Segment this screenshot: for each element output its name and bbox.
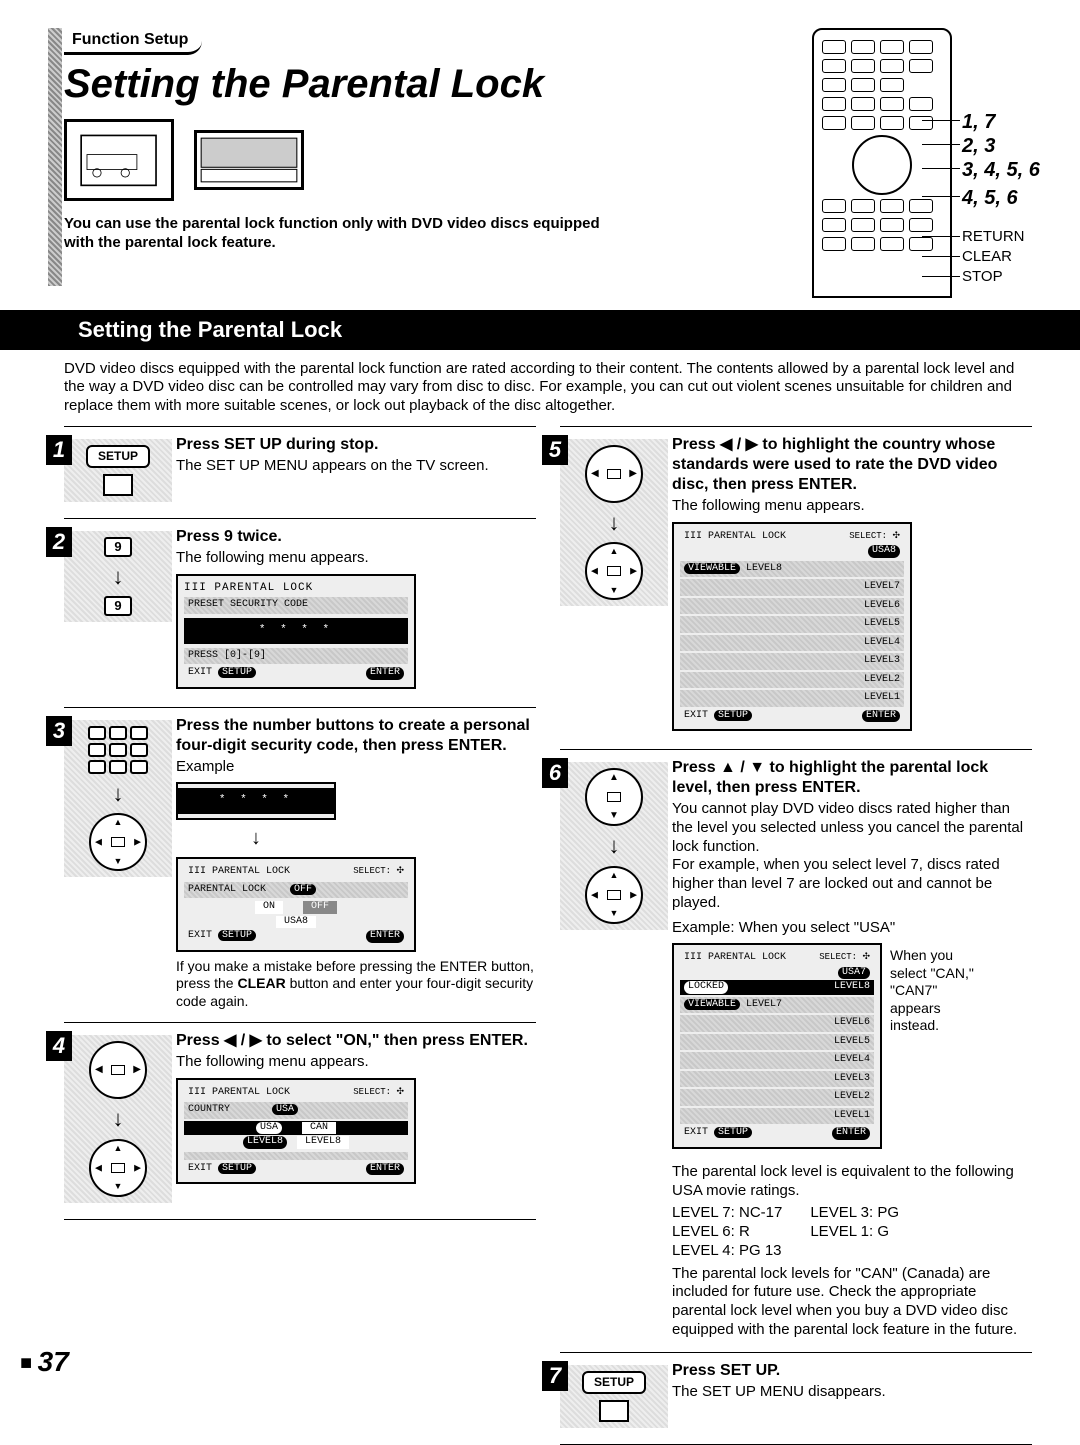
step-num: 4 — [46, 1031, 72, 1061]
step-title: Press ▲ / ▼ to highlight the parental lo… — [672, 758, 1032, 798]
dpad-ud-icon: ▲ ▼ — [585, 768, 643, 826]
callout-clear: CLEAR — [962, 248, 1012, 267]
step-num: 2 — [46, 527, 72, 557]
arrow-down-icon: ↓ — [609, 832, 620, 860]
arrow-down-icon: ↓ — [113, 563, 124, 591]
step-text: The following menu appears. — [176, 549, 536, 568]
intro-text: You can use the parental lock function o… — [64, 215, 624, 253]
dpad-icon: ▲ ▼ ◀ ▶ — [585, 542, 643, 600]
callout-4: 4, 5, 6 — [962, 186, 1018, 211]
step-num: 1 — [46, 435, 72, 465]
dpad-lr-icon: ◀ ▶ — [585, 445, 643, 503]
dpad-lr-icon: ◀ ▶ — [89, 1041, 147, 1099]
step-6: 6 ▲ ▼ ↓ ▲ ▼ ◀ ▶ — [560, 749, 1032, 1352]
band-title: Setting the Parental Lock — [0, 310, 1080, 350]
nine-button-icon: 9 — [104, 596, 132, 616]
example-label: Example — [176, 758, 536, 777]
menu-screen: III PARENTAL LOCK PRESET SECURITY CODE *… — [176, 574, 416, 689]
callout-3: 3, 4, 5, 6 — [962, 158, 1040, 183]
step-num: 6 — [542, 758, 568, 788]
arrow-down-icon: ↓ — [609, 509, 620, 537]
player-figure — [194, 130, 304, 190]
steps-col-right: 5 ◀ ▶ ↓ ▲ ▼ ◀ ▶ — [560, 426, 1032, 1445]
menu-screen: III PARENTAL LOCKSELECT: ✣ COUNTRY USA U… — [176, 1078, 416, 1185]
step-title: Press SET UP. — [672, 1361, 1032, 1381]
section-tag: Function Setup — [64, 28, 202, 55]
can-note: The parental lock levels for "CAN" (Cana… — [672, 1265, 1032, 1340]
menu-screen: III PARENTAL LOCKSELECT: ✣ USA7 LOCKEDLE… — [672, 943, 882, 1149]
ratings-lead: The parental lock level is equivalent to… — [672, 1163, 1032, 1201]
arrow-down-icon: ↓ — [113, 780, 124, 808]
step-num: 3 — [46, 716, 72, 746]
menu-screen: III PARENTAL LOCKSELECT: ✣ USA8 VIEWABLE… — [672, 522, 912, 732]
ratings-table: LEVEL 7: NC-17 LEVEL 6: R LEVEL 4: PG 13… — [672, 1204, 1032, 1260]
step-num: 5 — [542, 435, 568, 465]
nine-button-icon: 9 — [104, 537, 132, 557]
step-4: 4 ◀ ▶ ↓ ▲ ▼ ◀ ▶ — [64, 1022, 536, 1220]
step-2: 2 9 ↓ 9 Press 9 twice. The following men… — [64, 518, 536, 707]
arrow-down-icon: ↓ — [113, 1105, 124, 1133]
code-screen: * * * * — [176, 782, 336, 820]
step-1: 1 SETUP Press SET UP during stop. The SE… — [64, 426, 536, 518]
step-7: 7 SETUP Press SET UP. The SET UP MENU di… — [560, 1352, 1032, 1445]
header: Function Setup Setting the Parental Lock… — [64, 28, 1032, 298]
step-text: The SET UP MENU disappears. — [672, 1383, 1032, 1402]
callout-1: 1, 7 — [962, 110, 995, 135]
menu-screen: III PARENTAL LOCKSELECT: ✣ PARENTAL LOCK… — [176, 857, 416, 952]
step-title: Press 9 twice. — [176, 527, 536, 547]
setup-button-icon: SETUP — [86, 445, 150, 468]
step-text: The following menu appears. — [176, 1053, 536, 1072]
dpad-icon: ▲ ▼ ◀ ▶ — [89, 813, 147, 871]
step-title: Press SET UP during stop. — [176, 435, 536, 455]
side-decor — [48, 28, 62, 286]
step-text: You cannot play DVD video discs rated hi… — [672, 800, 1032, 856]
step-text: The SET UP MENU appears on the TV screen… — [176, 457, 536, 476]
dpad-icon: ▲ ▼ ◀ ▶ — [89, 1139, 147, 1197]
step-text: The following menu appears. — [672, 497, 1032, 516]
page-title: Setting the Parental Lock — [64, 59, 812, 109]
step-title: Press ◀ / ▶ to highlight the country who… — [672, 435, 1032, 495]
step-num: 7 — [542, 1361, 568, 1391]
step-title: Press ◀ / ▶ to select "ON," then press E… — [176, 1031, 536, 1051]
step-text: For example, when you select level 7, di… — [672, 856, 1032, 912]
callout-stop: STOP — [962, 268, 1003, 287]
step-5: 5 ◀ ▶ ↓ ▲ ▼ ◀ ▶ — [560, 426, 1032, 749]
remote-figure — [812, 28, 952, 298]
callout-return: RETURN — [962, 228, 1025, 247]
page-number: 37 — [20, 1344, 69, 1379]
example-lead: Example: When you select "USA" — [672, 919, 1032, 938]
setup-button-icon: SETUP — [582, 1371, 646, 1394]
step-note: If you make a mistake before pressing th… — [176, 958, 536, 1011]
step-3: 3 ↓ ▲ ▼ ◀ ▶ — [64, 707, 536, 1023]
callout-2: 2, 3 — [962, 134, 995, 159]
step-title: Press the number buttons to create a per… — [176, 716, 536, 756]
side-note: When you select "CAN," "CAN7" appears in… — [890, 937, 990, 1035]
tv-figure — [64, 119, 174, 201]
steps-col-left: 1 SETUP Press SET UP during stop. The SE… — [64, 426, 536, 1445]
dpad-icon: ▲ ▼ ◀ ▶ — [585, 866, 643, 924]
body-paragraph: DVD video discs equipped with the parent… — [64, 360, 1032, 416]
